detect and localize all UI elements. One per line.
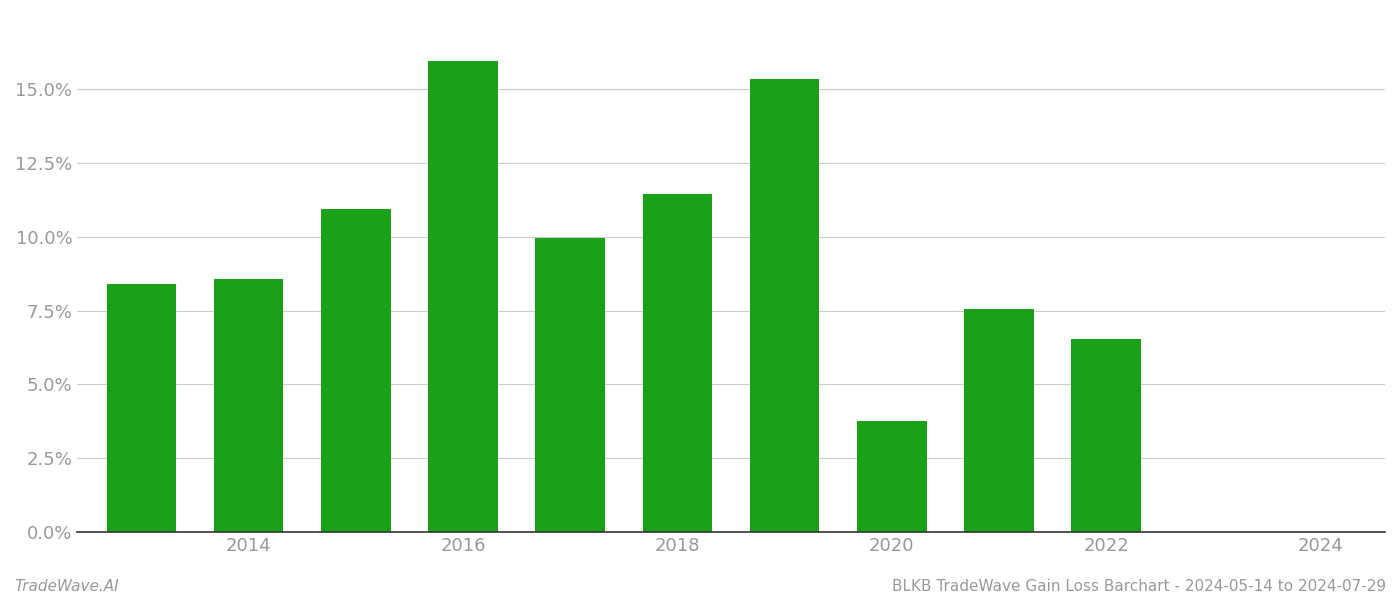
Bar: [321, 209, 391, 532]
Text: BLKB TradeWave Gain Loss Barchart - 2024-05-14 to 2024-07-29: BLKB TradeWave Gain Loss Barchart - 2024…: [892, 579, 1386, 594]
Bar: [750, 79, 819, 532]
Bar: [535, 238, 605, 532]
Bar: [1071, 338, 1141, 532]
Bar: [428, 61, 498, 532]
Bar: [965, 309, 1035, 532]
Text: TradeWave.AI: TradeWave.AI: [14, 579, 119, 594]
Bar: [214, 280, 283, 532]
Bar: [857, 421, 927, 532]
Bar: [106, 284, 176, 532]
Bar: [643, 194, 713, 532]
